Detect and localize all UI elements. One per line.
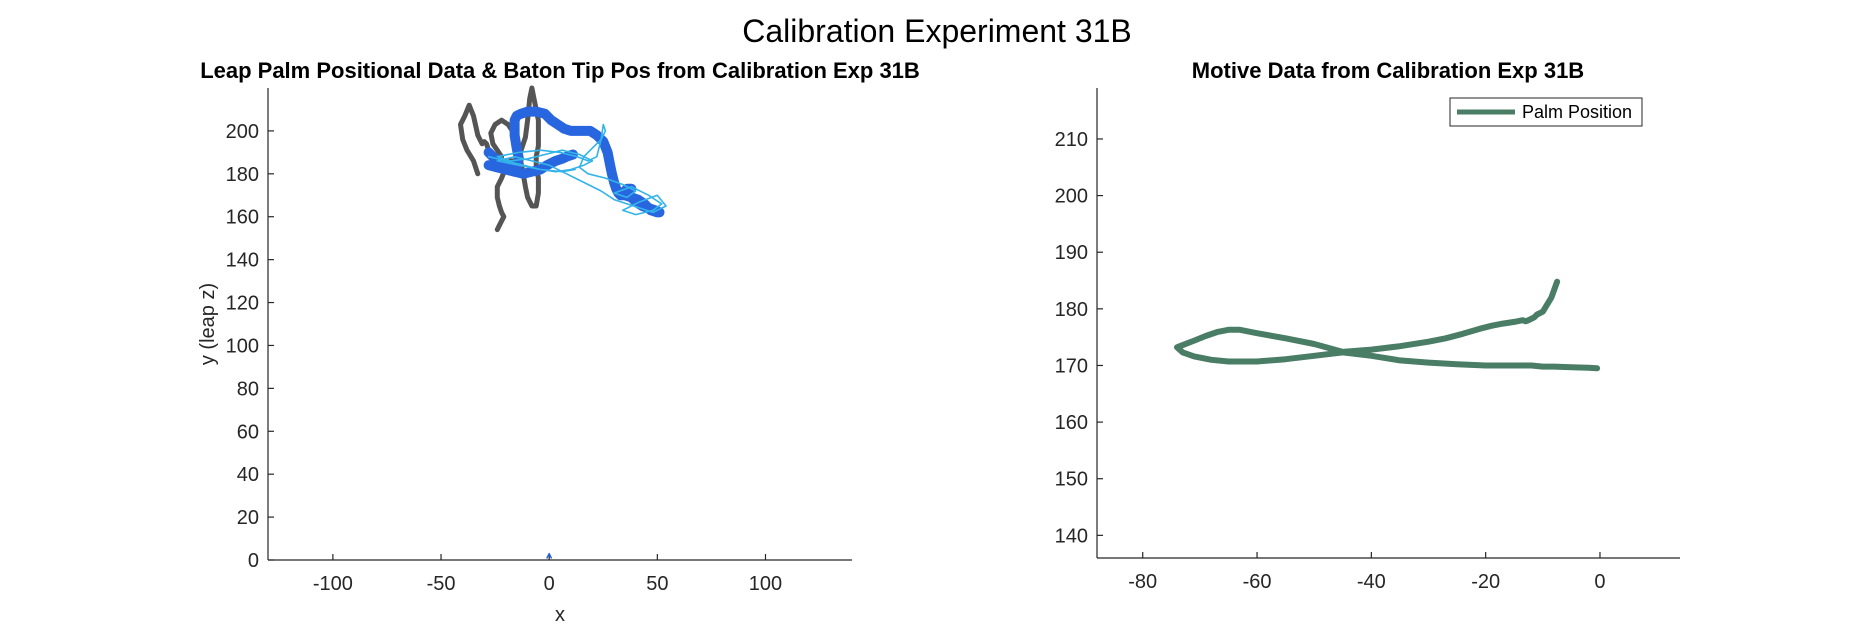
right-chart-series	[1174, 278, 1601, 372]
left-x-tick-label: -50	[427, 573, 456, 595]
right-x-tick-label: -80	[1128, 571, 1157, 593]
right-x-tick-label: 0	[1594, 571, 1605, 593]
right-series-line-1	[1174, 278, 1601, 372]
left-y-tick-label: 200	[226, 121, 259, 143]
right-x-tick-label: -60	[1243, 571, 1272, 593]
left-x-axis-label: x	[555, 604, 565, 625]
left-x-tick-label: 0	[544, 573, 555, 595]
left-y-tick-label: 60	[237, 421, 259, 443]
left-y-tick-label: 40	[237, 464, 259, 486]
right-chart-ticks: -80 -60 -40 -20 0 140 150 160 170 180 190 200 210	[1055, 129, 1606, 593]
right-y-tick-label: 170	[1055, 355, 1088, 377]
left-chart: Leap Palm Positional Data & Baton Tip Po…	[197, 58, 920, 625]
legend: Palm Position	[1449, 97, 1643, 127]
right-y-tick-label: 210	[1055, 129, 1088, 151]
left-x-tick-label: 50	[646, 573, 668, 595]
right-x-tick-label: -40	[1357, 571, 1386, 593]
left-y-tick-label: 160	[226, 207, 259, 229]
left-series-line-2	[483, 106, 665, 218]
right-y-tick-label: 150	[1055, 469, 1088, 491]
left-x-tick-label: -100	[313, 573, 353, 595]
left-chart-title: Leap Palm Positional Data & Baton Tip Po…	[200, 58, 920, 83]
right-y-tick-label: 190	[1055, 242, 1088, 264]
left-series-line-4	[487, 123, 667, 216]
left-y-tick-label: 20	[237, 507, 259, 529]
right-y-tick-label: 180	[1055, 299, 1088, 321]
legend-label-palm-position: Palm Position	[1522, 102, 1632, 122]
figure-title: Calibration Experiment 31B	[742, 13, 1132, 49]
left-y-tick-label: 180	[226, 164, 259, 186]
left-series-line-3	[483, 149, 578, 179]
left-y-tick-label: 140	[226, 250, 259, 272]
right-chart: Motive Data from Calibration Exp 31B -80…	[1055, 58, 1680, 593]
left-series-line-5	[546, 552, 553, 559]
left-chart-series	[458, 85, 667, 559]
right-chart-title: Motive Data from Calibration Exp 31B	[1192, 58, 1584, 83]
left-chart-ticks: -100 -50 0 50 100 0 20 40 60 80 100 120 140 160 180 200	[226, 121, 783, 595]
right-y-tick-label: 160	[1055, 412, 1088, 434]
left-y-tick-label: 100	[226, 335, 259, 357]
left-y-axis-label: y (leap z)	[197, 283, 219, 365]
right-y-tick-label: 200	[1055, 186, 1088, 208]
left-y-tick-label: 80	[237, 378, 259, 400]
right-x-tick-label: -20	[1471, 571, 1500, 593]
left-y-tick-label: 120	[226, 293, 259, 315]
left-x-tick-label: 100	[749, 573, 782, 595]
right-y-tick-label: 140	[1055, 525, 1088, 547]
left-y-tick-label: 0	[248, 550, 259, 572]
